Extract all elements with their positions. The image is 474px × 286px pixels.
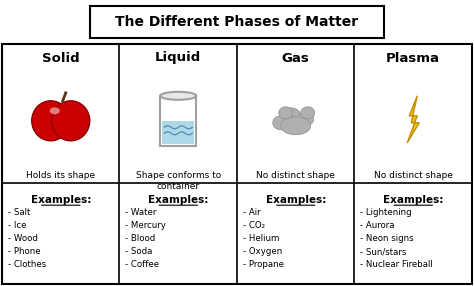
Text: - Ice: - Ice: [8, 221, 27, 230]
Text: Solid: Solid: [42, 51, 80, 65]
FancyBboxPatch shape: [162, 121, 194, 144]
Text: Holds its shape: Holds its shape: [26, 171, 95, 180]
Text: Plasma: Plasma: [386, 51, 440, 65]
Text: - Salt: - Salt: [8, 208, 30, 217]
Text: Examples:: Examples:: [265, 195, 326, 205]
Text: - Water: - Water: [126, 208, 157, 217]
Text: - Air: - Air: [243, 208, 261, 217]
Text: - Lightening: - Lightening: [361, 208, 412, 217]
Text: - Helium: - Helium: [243, 234, 279, 243]
Ellipse shape: [281, 117, 311, 135]
Ellipse shape: [281, 108, 301, 124]
Text: No distinct shape: No distinct shape: [256, 171, 335, 180]
FancyBboxPatch shape: [2, 44, 472, 284]
Text: - Clothes: - Clothes: [8, 260, 46, 269]
Ellipse shape: [279, 107, 293, 119]
Text: - CO₂: - CO₂: [243, 221, 265, 230]
Text: - Neon signs: - Neon signs: [361, 234, 414, 243]
Text: Shape conforms to
container: Shape conforms to container: [136, 171, 221, 190]
Text: The Different Phases of Matter: The Different Phases of Matter: [116, 15, 358, 29]
Text: - Soda: - Soda: [126, 247, 153, 256]
Ellipse shape: [273, 116, 289, 130]
Text: Liquid: Liquid: [155, 51, 201, 65]
Ellipse shape: [160, 92, 196, 100]
Text: - Blood: - Blood: [126, 234, 156, 243]
Text: Examples:: Examples:: [30, 195, 91, 205]
Text: - Wood: - Wood: [8, 234, 38, 243]
Text: - Propane: - Propane: [243, 260, 284, 269]
FancyBboxPatch shape: [90, 6, 384, 38]
Text: - Nuclear Fireball: - Nuclear Fireball: [361, 260, 433, 269]
Text: - Phone: - Phone: [8, 247, 41, 256]
Ellipse shape: [298, 112, 314, 126]
Text: Examples:: Examples:: [383, 195, 444, 205]
Ellipse shape: [50, 107, 60, 114]
Polygon shape: [407, 96, 419, 143]
Text: - Mercury: - Mercury: [126, 221, 166, 230]
Text: - Coffee: - Coffee: [126, 260, 160, 269]
Text: - Oxygen: - Oxygen: [243, 247, 282, 256]
Ellipse shape: [32, 101, 70, 141]
Text: - Aurora: - Aurora: [361, 221, 395, 230]
Text: No distinct shape: No distinct shape: [374, 171, 453, 180]
Text: Examples:: Examples:: [148, 195, 209, 205]
Text: - Sun/stars: - Sun/stars: [361, 247, 407, 256]
Ellipse shape: [301, 107, 315, 119]
Ellipse shape: [52, 101, 90, 141]
Text: Gas: Gas: [282, 51, 310, 65]
